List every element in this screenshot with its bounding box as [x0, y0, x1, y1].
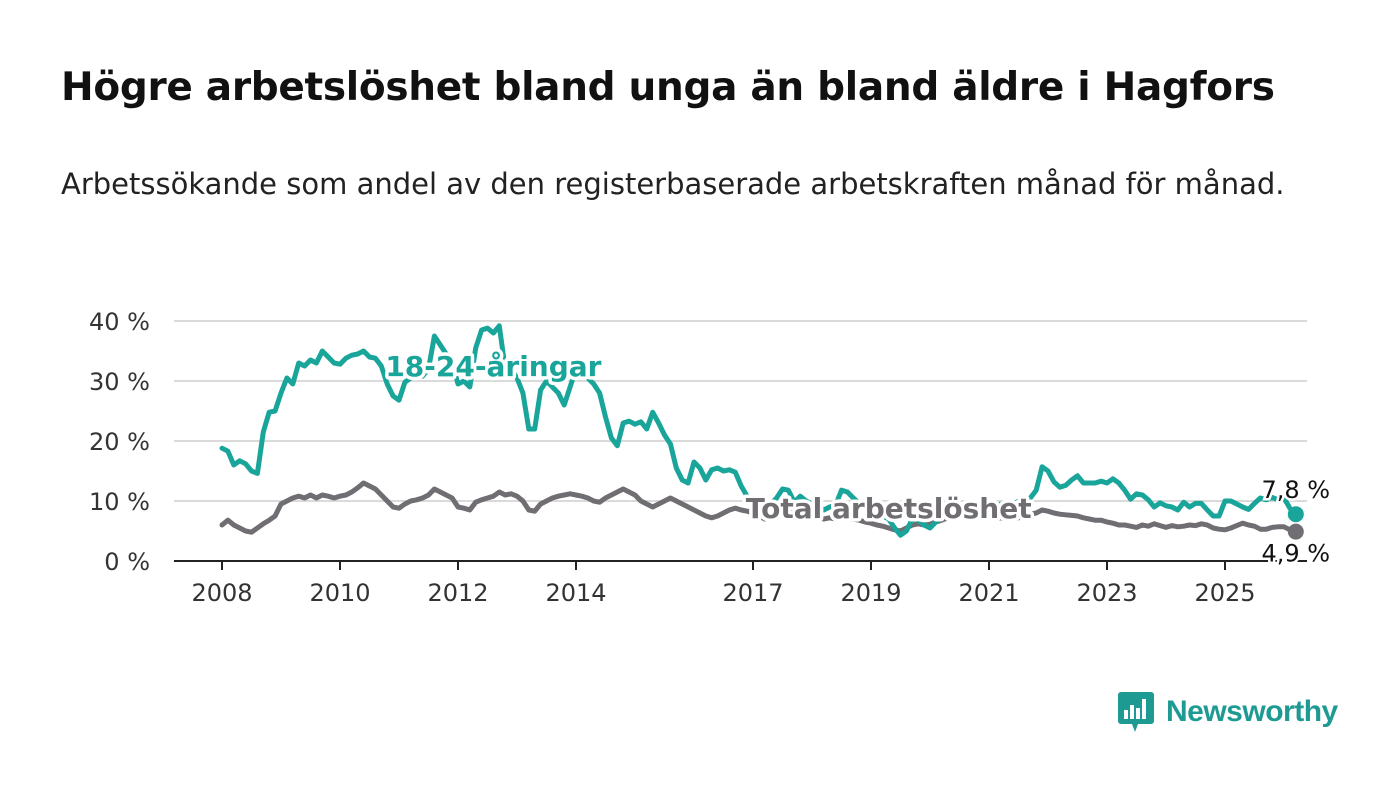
series-label: Total arbetslöshet	[746, 492, 1032, 525]
x-tick-label: 2012	[427, 579, 488, 607]
series-line	[219, 323, 1299, 538]
x-tick-label: 2025	[1194, 579, 1255, 607]
end-value-label: 4,9 %	[1261, 540, 1330, 568]
x-tick-label: 2010	[309, 579, 370, 607]
newsworthy-logo-icon	[1118, 692, 1154, 732]
chart-subtitle: Arbetssökande som andel av den registerb…	[61, 167, 1285, 201]
series-line	[219, 480, 1299, 535]
x-tick-label: 2023	[1076, 579, 1137, 607]
series-label: 18-24-åringar	[385, 350, 601, 383]
brand-name: Newsworthy	[1166, 695, 1338, 728]
series-end-marker	[1287, 506, 1304, 523]
y-tick-label: 30 %	[89, 368, 150, 396]
y-tick-label: 0 %	[104, 548, 150, 576]
y-tick-label: 20 %	[89, 428, 150, 456]
end-value-label: 7,8 %	[1261, 476, 1330, 504]
x-tick-label: 2014	[545, 579, 606, 607]
y-tick-label: 40 %	[89, 308, 150, 336]
brand-logo: Newsworthy	[1118, 688, 1338, 736]
y-tick-label: 10 %	[89, 488, 150, 516]
series-end-marker	[1287, 523, 1304, 540]
x-tick-label: 2017	[722, 579, 783, 607]
x-tick-label: 2021	[958, 579, 1019, 607]
chart-title: Högre arbetslöshet bland unga än bland ä…	[61, 65, 1275, 110]
x-tick-label: 2008	[191, 579, 252, 607]
x-tick-label: 2019	[840, 579, 901, 607]
